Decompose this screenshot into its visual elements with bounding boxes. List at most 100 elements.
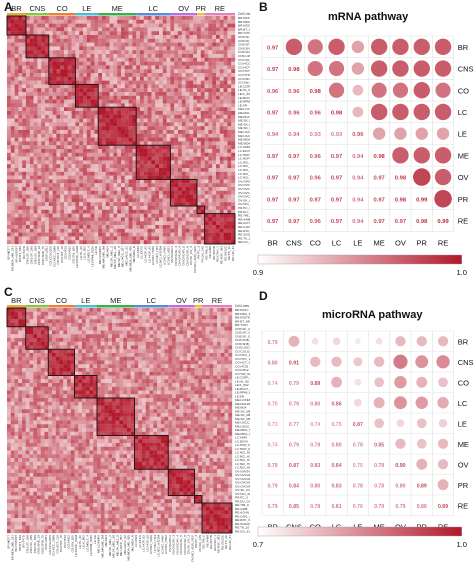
- heatmap-cell: [132, 73, 137, 77]
- heatmap-cell: [22, 349, 26, 354]
- heatmap-cell: [83, 228, 87, 233]
- heatmap-cell: [223, 38, 228, 43]
- heatmap-cell: [178, 50, 182, 55]
- heatmap-cell: [86, 122, 91, 127]
- heatmap-cell: [14, 69, 19, 74]
- corr-circle: [413, 38, 430, 56]
- heatmap-cell: [52, 190, 57, 195]
- heatmap-cell: [18, 35, 23, 39]
- heatmap-cell: [41, 23, 46, 28]
- heatmap-cell: [7, 145, 11, 150]
- heatmap-cell: [56, 236, 61, 241]
- heatmap-cell: [142, 330, 146, 335]
- heatmap-cell: [231, 61, 236, 66]
- heatmap-cell: [115, 308, 120, 312]
- heatmap-cell: [208, 84, 213, 89]
- heatmap-cell: [147, 183, 152, 188]
- heatmap-cell: [83, 69, 87, 74]
- heatmap-cell: [112, 338, 116, 342]
- heatmap-cell: [83, 168, 87, 172]
- heatmap-cell: [204, 206, 209, 210]
- corr-circle: [434, 147, 452, 164]
- heatmap-cell: [56, 206, 61, 210]
- heatmap-cell: [151, 232, 156, 237]
- heatmap-cell: [26, 27, 30, 32]
- heatmap-cell: [71, 54, 76, 58]
- heatmap-cell: [74, 315, 79, 320]
- heatmap-cell: [190, 356, 195, 361]
- heatmap-cell: [124, 187, 129, 191]
- heatmap-cell: [115, 311, 120, 316]
- heatmap-cell: [147, 209, 152, 214]
- heatmap-cell: [200, 19, 205, 24]
- heatmap-cell: [130, 323, 135, 327]
- heatmap-cell: [162, 61, 167, 66]
- heatmap-cell: [94, 76, 99, 81]
- heatmap-cell: [75, 95, 80, 100]
- heatmap-cell: [189, 225, 194, 229]
- heatmap-cell: [151, 187, 156, 191]
- heatmap-cell: [10, 27, 15, 32]
- heatmap-cell: [48, 118, 53, 123]
- heatmap-cell: [204, 190, 209, 195]
- heatmap-cell: [33, 42, 38, 47]
- heatmap-cell: [79, 16, 84, 20]
- heatmap-cell: [174, 168, 179, 172]
- heatmap-cell: [10, 16, 15, 20]
- heatmap-cell: [83, 164, 87, 169]
- heatmap-cell: [105, 114, 110, 119]
- heatmap-cell: [136, 130, 141, 134]
- heatmap-cell: [83, 175, 87, 180]
- heatmap-cell: [159, 236, 163, 241]
- heatmap-cell: [18, 126, 23, 131]
- heatmap-cell: [113, 69, 118, 74]
- heatmap-cell: [10, 213, 15, 218]
- heatmap-cell: [136, 137, 141, 142]
- heatmap-cell: [208, 133, 213, 138]
- group-block-outline: [204, 213, 236, 245]
- heatmap-cell: [113, 133, 118, 138]
- heatmap-cell: [75, 103, 80, 108]
- heatmap-cell: [64, 42, 68, 47]
- heatmap-cell: [231, 221, 236, 226]
- heatmap-cell: [159, 103, 163, 108]
- heatmap-cell: [212, 88, 217, 93]
- heatmap-cell: [197, 194, 201, 199]
- heatmap-cell: [124, 194, 129, 199]
- heatmap-cell: [10, 73, 15, 77]
- heatmap-cell: [136, 38, 141, 43]
- heatmap-cell: [194, 341, 199, 346]
- heatmap-cell: [98, 92, 103, 96]
- heatmap-cell: [18, 190, 23, 195]
- heatmap-cell: [22, 175, 27, 180]
- heatmap-cell: [162, 99, 167, 104]
- heatmap-cell: [183, 338, 188, 342]
- heatmap-cell: [29, 73, 34, 77]
- heatmap-cell: [185, 46, 190, 51]
- heatmap-cell: [155, 141, 160, 146]
- heatmap-cell: [170, 88, 175, 93]
- heatmap-cell: [98, 95, 103, 100]
- heatmap-cell: [151, 38, 156, 43]
- heatmap-cell: [185, 206, 190, 210]
- heatmap-cell: [179, 356, 184, 361]
- heatmap-cell: [14, 232, 19, 237]
- heatmap-cell: [83, 76, 87, 81]
- heatmap-cell: [185, 84, 190, 89]
- heatmap-cell: [7, 323, 11, 327]
- heatmap-cell: [29, 92, 34, 96]
- heatmap-cell: [223, 57, 228, 62]
- heatmap-cell: [64, 95, 68, 100]
- heatmap-cell: [128, 35, 133, 39]
- heatmap-cell: [7, 345, 11, 350]
- heatmap-cell: [208, 152, 213, 157]
- heatmap-cell: [208, 137, 213, 142]
- heatmap-cell: [166, 137, 171, 142]
- heatmap-cell: [159, 130, 163, 134]
- heatmap-cell: [14, 35, 19, 39]
- heatmap-cell: [113, 149, 118, 153]
- heatmap-cell: [113, 187, 118, 191]
- heatmap-cell: [193, 92, 198, 96]
- heatmap-cell: [100, 341, 105, 346]
- heatmap-cell: [113, 92, 118, 96]
